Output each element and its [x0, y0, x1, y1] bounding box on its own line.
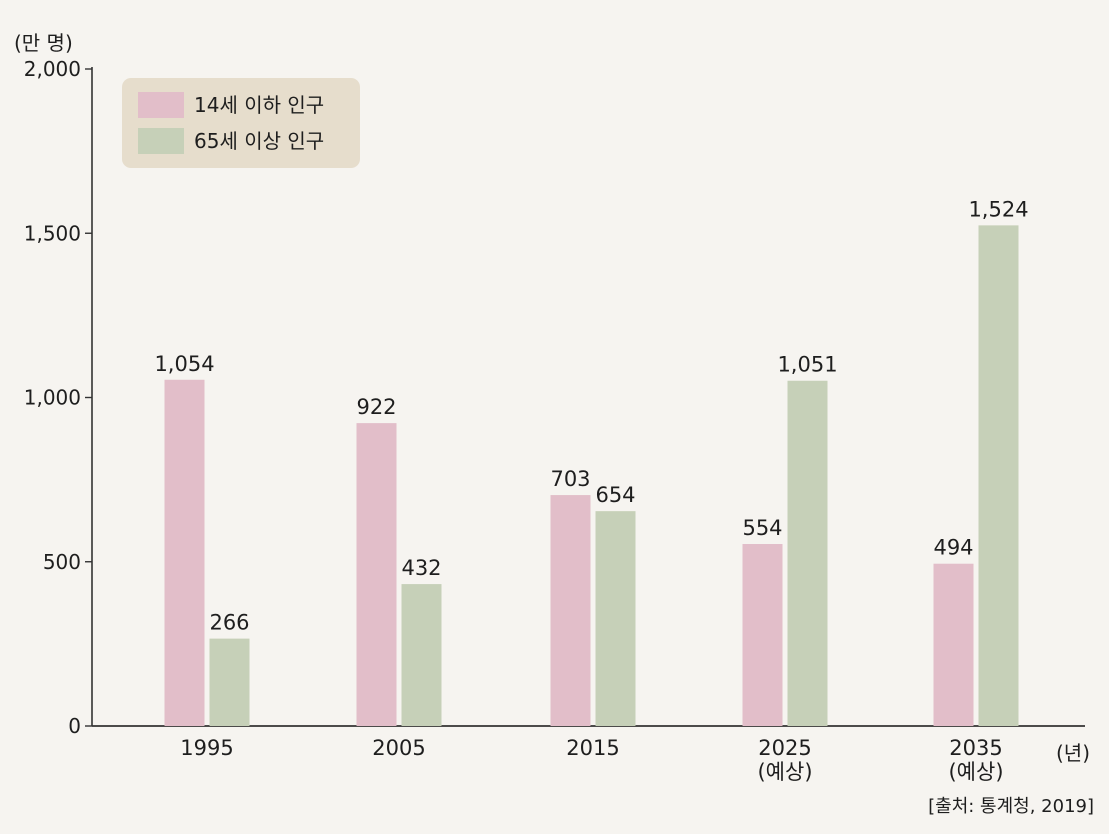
bar-children-2015 [550, 495, 591, 726]
data-label: 703 [550, 467, 590, 491]
data-label: 922 [356, 395, 396, 419]
y-tick-label: 1,000 [24, 386, 81, 410]
bar-children-2025 [742, 544, 783, 726]
data-label: 1,051 [777, 353, 837, 377]
x-tick-note: (예상) [948, 760, 1003, 784]
data-label: 432 [401, 556, 441, 580]
x-axis-unit-label: (년) [1056, 741, 1090, 765]
legend-swatch-elderly [138, 128, 184, 154]
source-label: [출처: 통계청, 2019] [928, 796, 1094, 817]
bar-elderly-2035 [978, 225, 1019, 726]
x-tick-label: 2005 [372, 736, 425, 760]
bar-children-1995 [164, 379, 205, 726]
legend-swatch-children [138, 92, 184, 118]
x-tick-label: 2035 [949, 736, 1002, 760]
data-label: 494 [933, 536, 973, 560]
x-tick-note: (예상) [757, 760, 812, 784]
bar-elderly-2025 [787, 380, 828, 726]
data-label: 1,054 [154, 352, 214, 376]
data-label: 266 [209, 611, 249, 635]
x-tick-label: 1995 [180, 736, 233, 760]
y-tick-label: 1,500 [24, 221, 81, 245]
y-axis-unit-label: (만 명) [14, 31, 73, 55]
bar-elderly-1995 [209, 638, 250, 726]
data-label: 1,524 [968, 197, 1028, 221]
bar-elderly-2015 [595, 511, 636, 726]
bar-elderly-2005 [401, 584, 442, 726]
legend-label-children: 14세 이하 인구 [194, 93, 324, 117]
bar-children-2035 [933, 563, 974, 726]
data-label: 654 [595, 483, 635, 507]
bars [164, 225, 1019, 726]
y-tick-label: 500 [43, 550, 81, 574]
x-tick-label: 2025 [758, 736, 811, 760]
x-tick-label: 2015 [566, 736, 619, 760]
legend-box [122, 78, 360, 168]
legend-label-elderly: 65세 이상 인구 [194, 129, 324, 153]
y-tick-label: 2,000 [24, 57, 81, 81]
data-label: 554 [742, 516, 782, 540]
legend: 14세 이하 인구 65세 이상 인구 [122, 78, 360, 168]
y-tick-label: 0 [68, 714, 81, 738]
bar-children-2005 [356, 423, 397, 726]
